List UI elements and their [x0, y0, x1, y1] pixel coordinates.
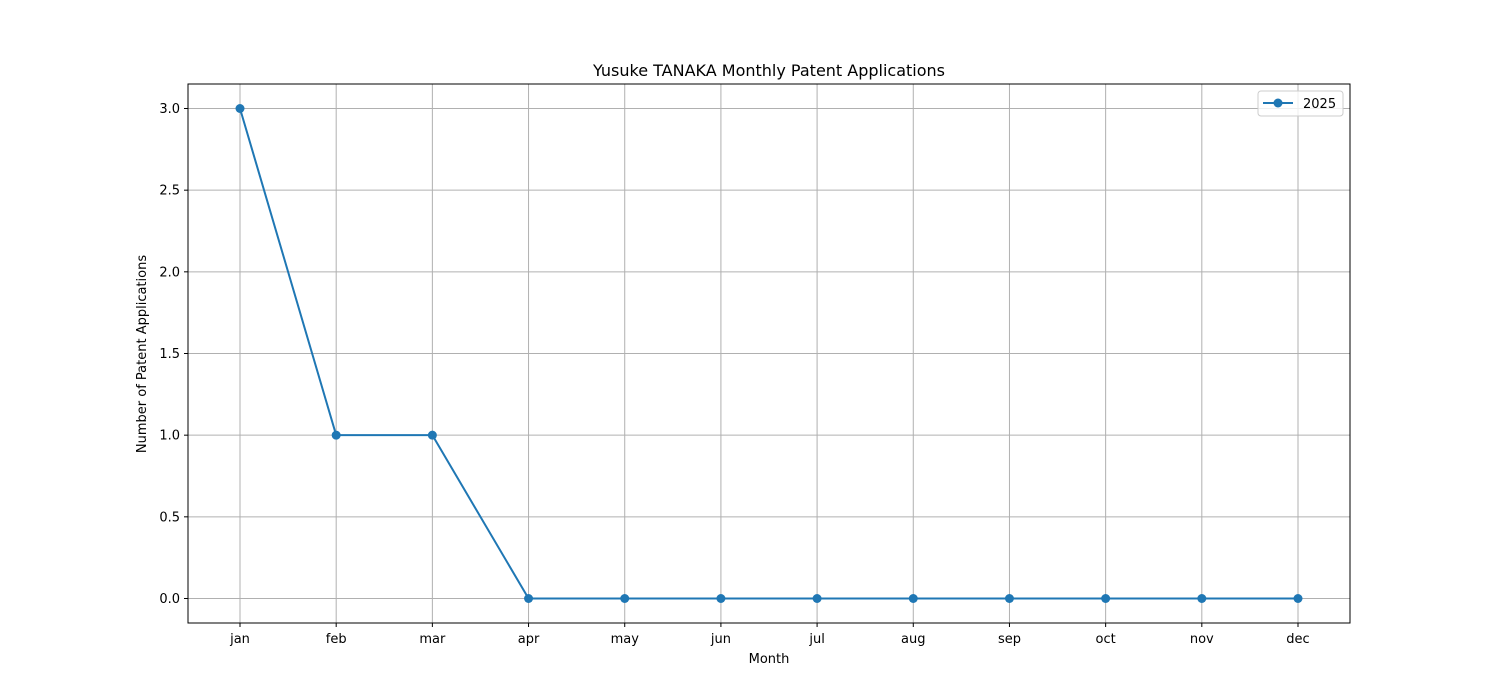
- data-point: [1005, 594, 1014, 603]
- y-axis-ticks: 0.0 0.5 1.0 1.5 2.0 2.5 3.0: [159, 102, 188, 607]
- data-point: [813, 594, 822, 603]
- y-tick-label: 0.5: [159, 510, 180, 525]
- legend-marker-icon: [1274, 99, 1283, 108]
- y-tick-label: 0.0: [159, 592, 180, 607]
- y-tick-label: 1.0: [159, 429, 180, 444]
- data-point: [1101, 594, 1110, 603]
- x-axis-label: Month: [749, 652, 790, 667]
- x-tick-label: feb: [326, 632, 347, 647]
- y-tick-label: 3.0: [159, 102, 180, 117]
- data-point: [236, 104, 245, 113]
- chart-title: Yusuke TANAKA Monthly Patent Application…: [592, 61, 945, 80]
- y-tick-label: 1.5: [159, 347, 180, 362]
- x-tick-label: jul: [808, 632, 824, 647]
- x-tick-label: oct: [1096, 632, 1116, 647]
- data-point: [716, 594, 725, 603]
- legend-label: 2025: [1303, 97, 1336, 112]
- data-point: [524, 594, 533, 603]
- x-tick-label: sep: [998, 632, 1021, 647]
- y-tick-label: 2.0: [159, 265, 180, 280]
- x-tick-label: apr: [518, 632, 540, 647]
- x-axis-ticks: jan feb mar apr may jun jul aug sep oct nov dec: [229, 623, 1310, 647]
- data-point: [1197, 594, 1206, 603]
- data-point: [909, 594, 918, 603]
- y-tick-label: 2.5: [159, 184, 180, 199]
- y-axis-label: Number of Patent Applications: [135, 255, 150, 453]
- data-point: [620, 594, 629, 603]
- x-tick-label: may: [611, 632, 640, 647]
- grid: [188, 84, 1350, 623]
- x-tick-label: nov: [1190, 632, 1214, 647]
- x-tick-label: jan: [229, 632, 250, 647]
- x-tick-label: aug: [901, 632, 925, 647]
- x-tick-label: mar: [419, 632, 446, 647]
- x-tick-label: jun: [710, 632, 731, 647]
- data-point: [1294, 594, 1303, 603]
- legend: 2025: [1258, 91, 1343, 116]
- data-point: [428, 431, 437, 440]
- data-point: [332, 431, 341, 440]
- x-tick-label: dec: [1286, 632, 1309, 647]
